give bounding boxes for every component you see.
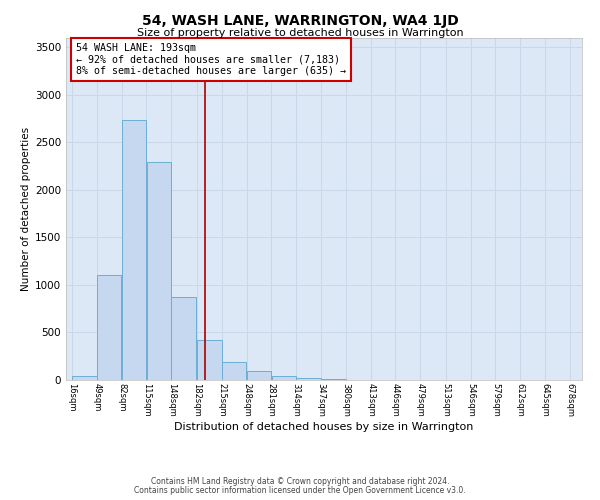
Y-axis label: Number of detached properties: Number of detached properties — [21, 126, 31, 291]
Bar — [197, 340, 221, 380]
Bar — [247, 371, 271, 380]
Text: Size of property relative to detached houses in Warrington: Size of property relative to detached ho… — [137, 28, 463, 38]
Bar — [321, 379, 346, 380]
Bar — [296, 378, 321, 380]
Text: 54, WASH LANE, WARRINGTON, WA4 1JD: 54, WASH LANE, WARRINGTON, WA4 1JD — [142, 14, 458, 28]
Text: Contains public sector information licensed under the Open Government Licence v3: Contains public sector information licen… — [134, 486, 466, 495]
Bar — [72, 376, 97, 380]
Bar — [122, 120, 146, 380]
Bar — [97, 276, 121, 380]
Bar — [222, 362, 247, 380]
X-axis label: Distribution of detached houses by size in Warrington: Distribution of detached houses by size … — [175, 422, 473, 432]
Bar — [272, 376, 296, 380]
Bar — [172, 297, 196, 380]
Text: Contains HM Land Registry data © Crown copyright and database right 2024.: Contains HM Land Registry data © Crown c… — [151, 477, 449, 486]
Text: 54 WASH LANE: 193sqm
← 92% of detached houses are smaller (7,183)
8% of semi-det: 54 WASH LANE: 193sqm ← 92% of detached h… — [76, 42, 346, 76]
Bar — [146, 162, 171, 380]
